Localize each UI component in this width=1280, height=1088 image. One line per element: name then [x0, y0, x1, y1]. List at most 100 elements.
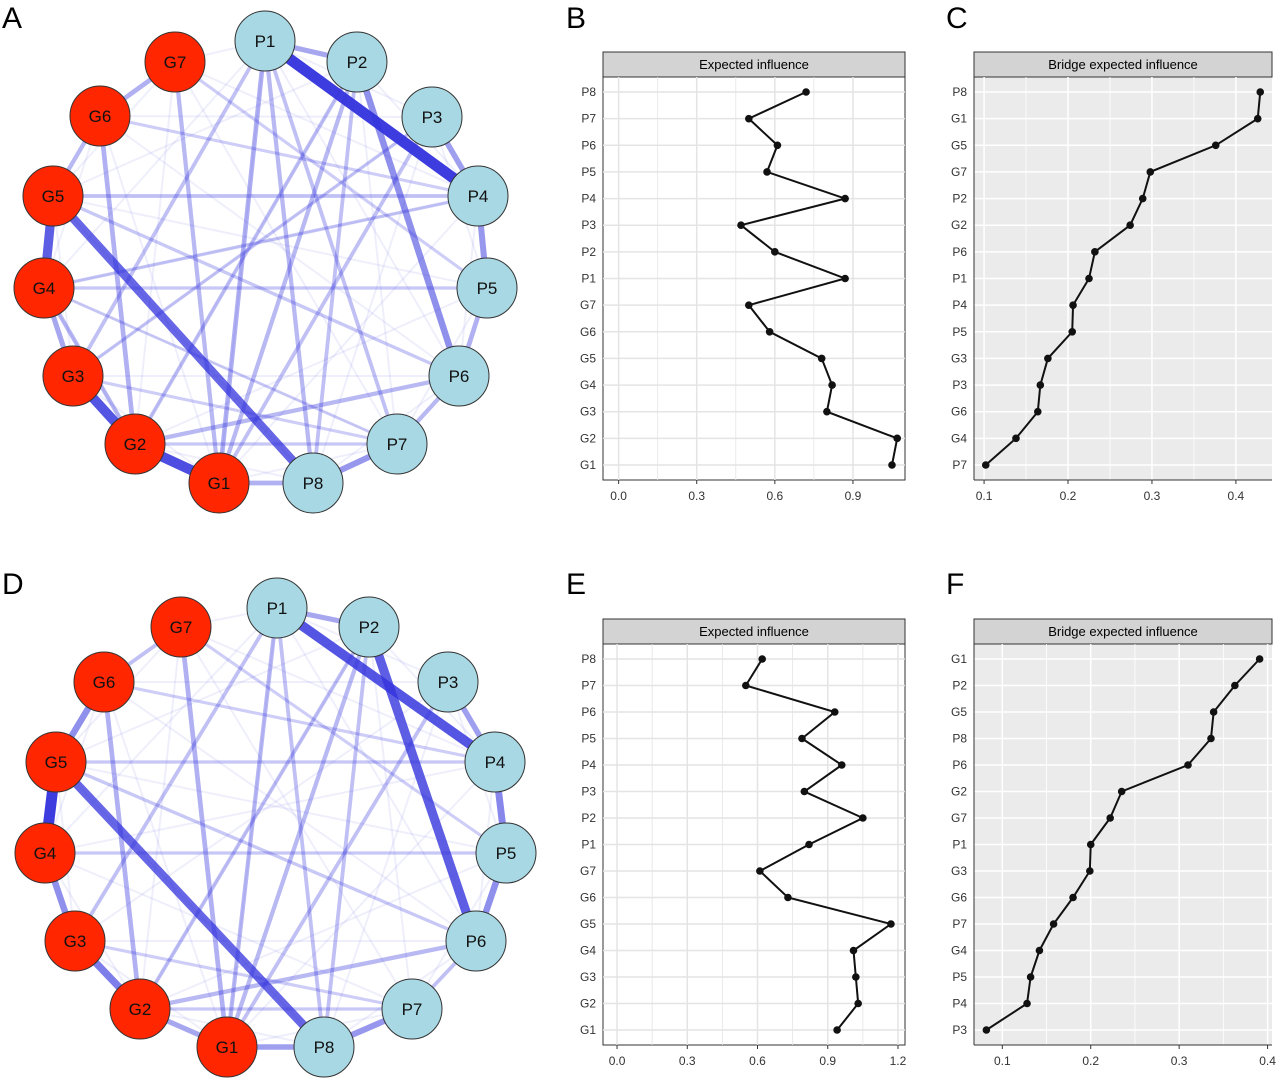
network-edge-faint [226, 607, 278, 1048]
chart-title: Expected influence [699, 624, 809, 639]
data-point-G6 [784, 893, 792, 902]
network-edge-P3-G1 [225, 680, 450, 1049]
network-node-label: P8 [303, 474, 324, 493]
network-edge-faint [134, 287, 488, 445]
network-edge-G5-P8 [48, 191, 318, 488]
network-edge-faint [52, 195, 488, 289]
data-point-P3 [982, 1026, 991, 1034]
network-node-label: P1 [255, 32, 276, 51]
y-tick-label: P1 [952, 838, 967, 852]
network-node-P7 [381, 978, 443, 1040]
network-node-G6 [69, 85, 131, 147]
y-tick-label: G7 [580, 864, 596, 878]
data-point-G1 [1255, 655, 1264, 663]
chart-title: Bridge expected influence [1048, 57, 1198, 72]
network-edge-faint [174, 61, 398, 445]
network-edge-faint [103, 681, 477, 942]
x-tick-label: 0.2 [1060, 489, 1077, 503]
network-node-G3 [42, 345, 104, 407]
network-node-label: G6 [93, 673, 116, 692]
network-edge-G5-P8 [51, 757, 329, 1052]
network-edge-P6-G5 [54, 760, 478, 943]
x-tick-label: 1.2 [890, 1054, 907, 1068]
network-node-G1 [196, 1016, 258, 1078]
x-tick-label: 0.0 [610, 489, 627, 503]
network-edge-G6-G2 [97, 113, 138, 447]
y-tick-label: G5 [951, 138, 967, 152]
y-tick-label: G5 [951, 705, 967, 719]
network-edge-P2-P8 [322, 625, 371, 1049]
y-tick-label: G2 [951, 785, 967, 799]
facet-strip [602, 618, 906, 645]
network-node-P1 [246, 577, 308, 639]
y-tick-label: G6 [580, 891, 596, 905]
data-point-P4 [837, 761, 846, 769]
x-tick-label: 0.6 [749, 1054, 766, 1068]
y-tick-label: P3 [581, 785, 596, 799]
x-tick-label: 0.9 [819, 1054, 836, 1068]
network-node-label: G1 [216, 1038, 239, 1057]
network-node-label: G3 [62, 367, 85, 386]
y-tick-label: G3 [951, 864, 967, 878]
network-edge-G6-P4 [98, 114, 480, 198]
y-tick-label: G3 [951, 351, 967, 365]
network-edge-faint [52, 61, 358, 197]
network-node-label: G7 [164, 53, 187, 72]
network-edge-faint [55, 626, 370, 763]
data-point-G7 [1106, 814, 1114, 822]
y-tick-label: G4 [580, 378, 596, 392]
y-tick-label: P4 [581, 192, 596, 206]
facet-strip [973, 51, 1273, 78]
data-point-G6 [1033, 407, 1042, 416]
data-point-P1 [805, 840, 813, 849]
network-edge-faint [99, 115, 433, 118]
y-tick-label: P2 [952, 679, 967, 693]
network-edge-P2-P8 [311, 60, 359, 485]
network-edge-faint [99, 115, 460, 377]
network-node-P3 [417, 651, 479, 713]
network-node-label: G4 [34, 844, 57, 863]
network-edge-faint [174, 61, 479, 197]
chart-c: Bridge expected influence 0.1 0.2 0.3 0.4 P8 G… [951, 51, 1273, 503]
network-edge-faint [74, 681, 449, 942]
network-edge-G4-P7 [42, 286, 399, 446]
y-tick-label: P6 [952, 758, 967, 772]
network-edge-faint [356, 61, 398, 445]
y-tick-label: P5 [581, 165, 596, 179]
data-point-G4 [828, 381, 836, 389]
data-point-P2 [1138, 194, 1147, 203]
chart-e: Expected influence 0.0 0.3 0.6 0.9 1.2 P8 P7 P6 P… [580, 618, 907, 1068]
y-tick-label: G7 [580, 298, 596, 312]
data-point-P8 [1256, 88, 1265, 96]
x-tick-label: 0.0 [609, 1054, 626, 1068]
y-tick-label: G1 [580, 1023, 596, 1037]
network-edge-P1-P8 [275, 606, 326, 1049]
network-node-label: P7 [402, 1000, 423, 1019]
network-edge-faint [139, 852, 507, 1010]
y-tick-label: G4 [580, 944, 596, 958]
data-point-G5 [817, 354, 826, 363]
y-tick-label: P2 [581, 245, 596, 259]
network-edge-faint [218, 195, 479, 484]
y-tick-label: P6 [952, 245, 967, 259]
network-node-G5 [25, 731, 87, 793]
network-node-label: P4 [485, 753, 506, 772]
data-point-P4 [1069, 301, 1077, 309]
chart-b: Expected influence 0.0 0.3 0.6 0.9 P8 P7 P6 P5 P4… [580, 51, 906, 503]
y-tick-label: P3 [581, 218, 596, 232]
network-node-G4 [14, 822, 76, 884]
network-node-label: P6 [466, 932, 487, 951]
y-tick-label: P1 [581, 272, 596, 286]
network-edge-faint [139, 626, 182, 1010]
data-point-G6 [1069, 893, 1077, 902]
y-tick-label: P8 [581, 85, 596, 99]
data-point-G3 [1044, 354, 1052, 363]
data-point-P2 [1231, 681, 1239, 690]
network-edge-faint [44, 607, 278, 854]
data-point-P2 [859, 814, 867, 822]
panel-label-a: A [2, 2, 23, 35]
network-edge-faint [99, 115, 220, 484]
network-edge-P1-G3 [71, 39, 267, 378]
network-d: P1 P2 P3 P4 P5 P6 P7 P8 G1 G2 G3 G4 G5 G6 G7 [14, 577, 537, 1078]
y-tick-label: P3 [952, 1023, 967, 1037]
